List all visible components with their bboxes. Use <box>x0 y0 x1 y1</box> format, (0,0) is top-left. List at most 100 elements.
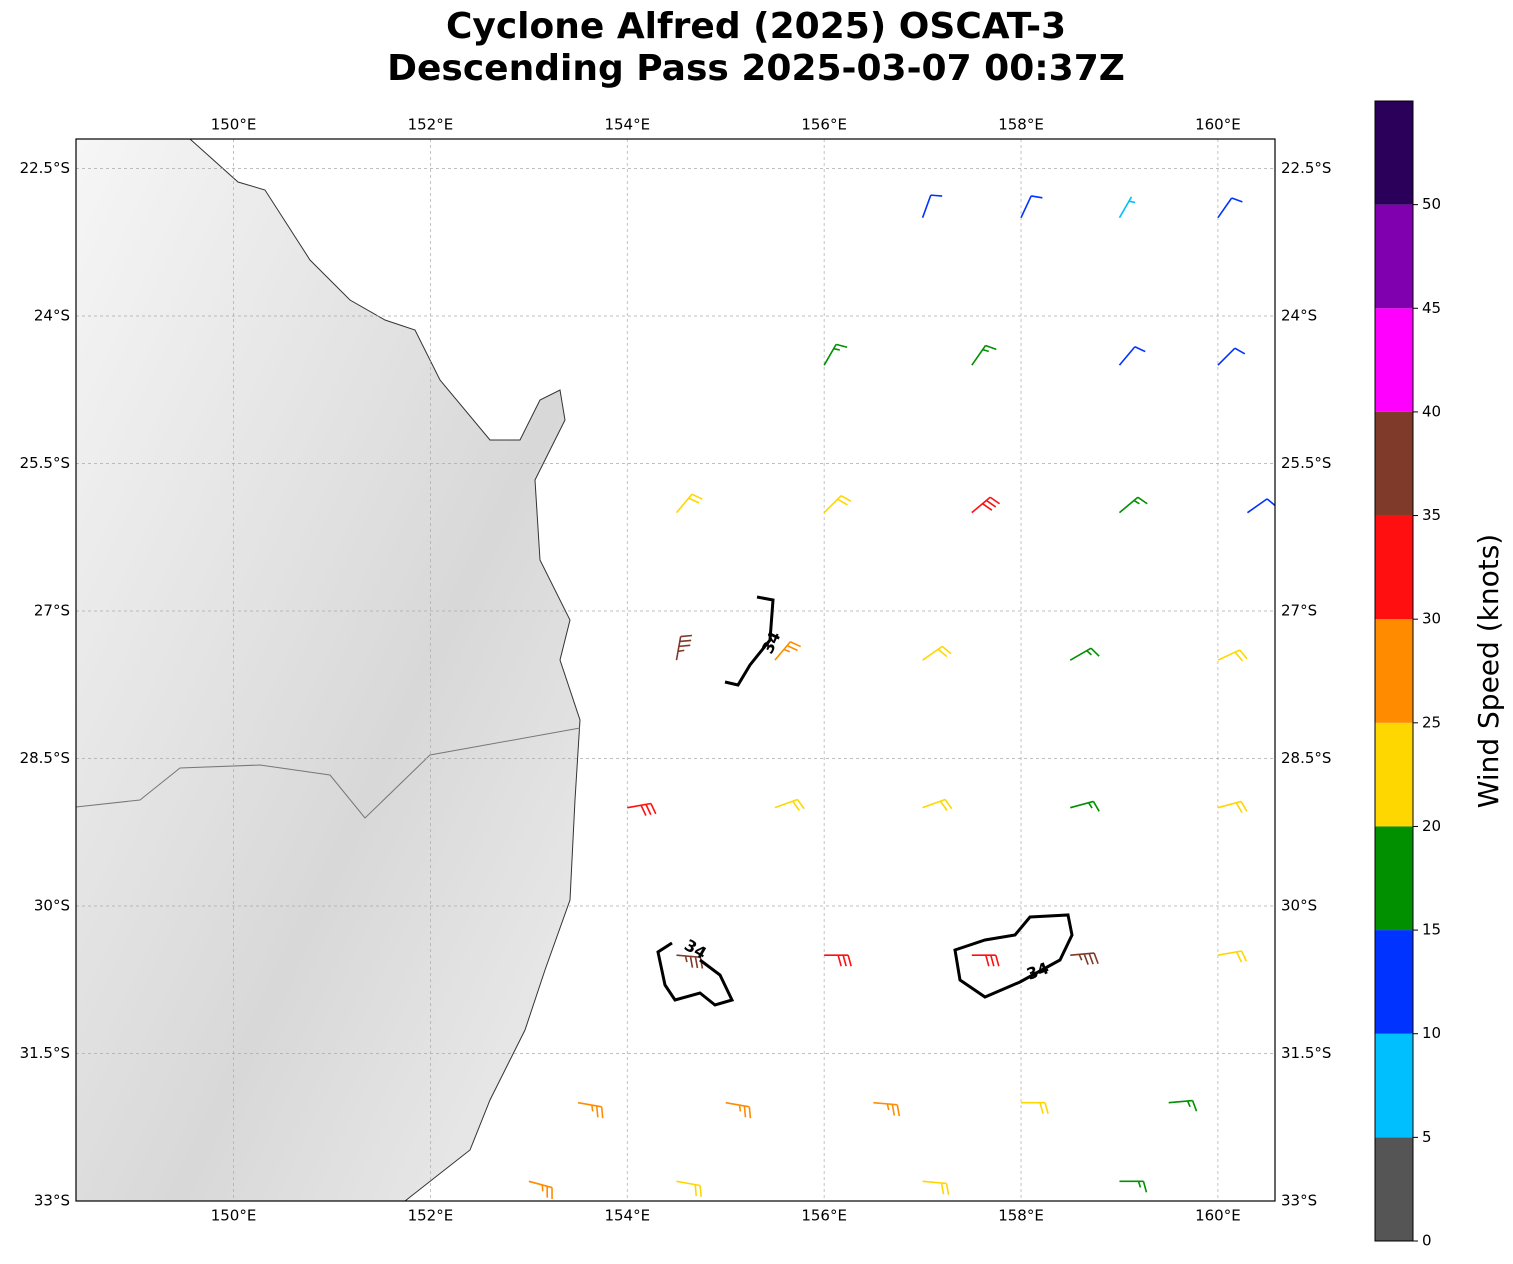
wind-barb <box>922 798 953 811</box>
y-tick-label: 33°S <box>1281 1192 1317 1210</box>
wind-barb <box>824 954 852 967</box>
colorbar-label: Wind Speed (knots) <box>1472 534 1505 808</box>
wind-barb <box>971 954 1000 967</box>
y-tick-label: 31.5°S <box>20 1044 70 1062</box>
y-tick-label: 28.5°S <box>1281 749 1331 767</box>
y-tick-label: 22.5°S <box>1281 159 1331 177</box>
wind-barb <box>873 1101 901 1117</box>
colorbar-tick-label: 0 <box>1422 1232 1432 1250</box>
colorbar-tick-label: 45 <box>1422 299 1441 317</box>
wind-barb <box>921 194 943 218</box>
x-tick-label: 154°E <box>604 116 650 134</box>
colorbar-tick-label: 10 <box>1422 1024 1441 1042</box>
wind-barb <box>676 1180 702 1197</box>
contour-34 <box>656 941 735 1007</box>
colorbar-segment <box>1375 308 1413 412</box>
colorbar-tick-label: 30 <box>1422 610 1441 628</box>
colorbar-tick-label: 25 <box>1422 713 1441 731</box>
wind-barb <box>725 1101 752 1119</box>
x-tick-label: 160°E <box>1195 1207 1241 1225</box>
wind-barb <box>1118 196 1136 219</box>
x-tick-label: 156°E <box>801 116 847 134</box>
y-tick-label: 28.5°S <box>20 749 70 767</box>
y-tick-label: 27°S <box>34 602 70 620</box>
x-tick-label: 154°E <box>604 1207 650 1225</box>
y-tick-label: 30°S <box>1281 897 1317 915</box>
map-background <box>76 139 581 1201</box>
wind-barb <box>971 344 997 366</box>
y-tick-label: 24°S <box>34 307 70 325</box>
colorbar-segment <box>1375 619 1413 723</box>
x-tick-label: 150°E <box>211 1207 257 1225</box>
wind-barb <box>1246 498 1275 514</box>
wind-barb <box>1217 950 1248 963</box>
wind-barb <box>1020 195 1043 219</box>
y-tick-label: 31.5°S <box>1281 1044 1331 1062</box>
wind-barb <box>1070 800 1100 812</box>
wind-barb <box>774 641 802 661</box>
y-tick-label: 25.5°S <box>1281 454 1331 472</box>
wind-barb <box>675 493 703 514</box>
wind-barb <box>1168 1099 1198 1112</box>
colorbar-segment <box>1375 1033 1413 1138</box>
x-tick-label: 160°E <box>1195 116 1241 134</box>
colorbar-segment <box>1375 1137 1413 1241</box>
colorbar-segment <box>1375 411 1413 516</box>
y-tick-label: 25.5°S <box>20 454 70 472</box>
x-tick-label: 150°E <box>211 116 257 134</box>
contours <box>656 595 1074 1007</box>
y-tick-label: 33°S <box>34 1192 70 1210</box>
colorbar-tick-label: 15 <box>1422 921 1441 939</box>
wind-barb <box>823 343 848 366</box>
colorbar-segment <box>1375 826 1413 931</box>
grid-layer <box>76 139 1275 1202</box>
wind-barb <box>577 1101 604 1119</box>
contour-labels: 34 34 34 <box>681 628 1051 983</box>
wind-barb <box>675 634 693 661</box>
colorbar-frame <box>1374 100 1414 1242</box>
contour-34 <box>953 913 1074 999</box>
wind-barb <box>627 802 657 816</box>
wind-barb <box>1217 800 1248 814</box>
wind-barb <box>922 1180 950 1195</box>
wind-barb <box>1069 647 1100 661</box>
wind-barb <box>1217 347 1246 366</box>
wind-barb <box>1118 496 1148 514</box>
x-tick-label: 156°E <box>801 1207 847 1225</box>
chart-subtitle: Descending Pass 2025-03-07 00:37Z <box>387 48 1125 89</box>
y-tick-label: 24°S <box>1281 307 1317 325</box>
wind-barb <box>922 645 952 661</box>
colorbar-tick-label: 5 <box>1422 1128 1432 1146</box>
wind-barb <box>528 1180 553 1199</box>
wind-barb <box>774 798 805 811</box>
x-tick-label: 158°E <box>998 116 1044 134</box>
chart-title: Cyclone Alfred (2025) OSCAT-3 <box>446 6 1066 47</box>
map-frame <box>75 138 1276 1202</box>
wind-barb <box>823 495 852 514</box>
colorbar-segment <box>1375 204 1413 309</box>
contour-34 <box>724 595 775 687</box>
state-border <box>76 727 581 819</box>
colorbar-segment <box>1375 930 1413 1034</box>
x-tick-label: 158°E <box>998 1207 1044 1225</box>
colorbar-tick-label: 40 <box>1422 402 1441 420</box>
colorbar-tick-label: 20 <box>1422 817 1441 835</box>
contour-label: 34 <box>1024 958 1051 983</box>
colorbar-tick-label: 50 <box>1422 195 1441 213</box>
wind-barb <box>1118 346 1146 366</box>
colorbar-segment <box>1375 515 1413 620</box>
land <box>76 139 581 1201</box>
x-tick-label: 152°E <box>408 116 454 134</box>
wind-barb <box>1217 197 1243 219</box>
y-tick-label: 30°S <box>34 897 70 915</box>
x-tick-label: 152°E <box>408 1207 454 1225</box>
wind-barb <box>1070 952 1099 965</box>
wind-barb <box>971 496 1001 514</box>
colorbar-tick-label: 35 <box>1422 506 1441 524</box>
y-tick-label: 27°S <box>1281 602 1317 620</box>
barb-layer <box>528 194 1275 1199</box>
colorbar-segment <box>1375 722 1413 827</box>
colorbar-segment <box>1375 101 1413 205</box>
wind-barb <box>1119 1180 1148 1193</box>
